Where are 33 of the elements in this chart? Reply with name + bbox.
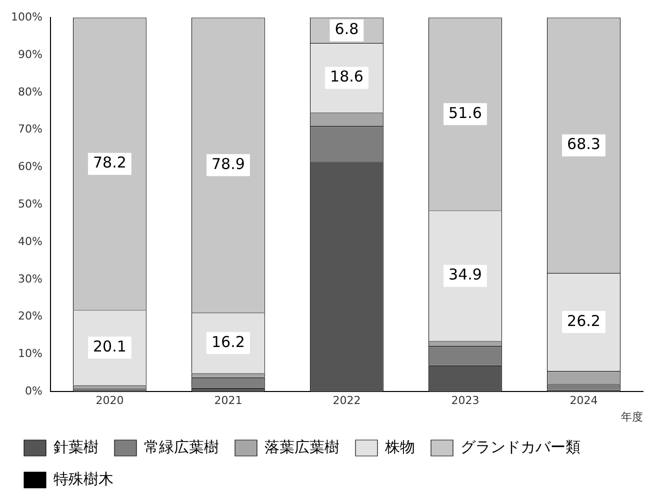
- x-tick-label: 2024: [570, 394, 598, 408]
- data-label: 78.2: [93, 154, 126, 172]
- data-label: 26.2: [567, 312, 600, 330]
- legend-label: 落葉広葉樹: [264, 438, 340, 456]
- data-label: 51.6: [448, 104, 482, 122]
- data-label: 16.2: [212, 332, 245, 351]
- data-label: 34.9: [448, 266, 482, 284]
- legend-label: 常緑広葉樹: [144, 438, 219, 456]
- data-label: 20.1: [93, 338, 126, 356]
- x-tick-label: 2021: [214, 394, 242, 408]
- data-label: 6.8: [334, 20, 359, 38]
- legend-label: グランドカバー類: [460, 438, 580, 456]
- x-tick-label: 2020: [96, 394, 124, 408]
- y-tick-label: 0%: [24, 384, 42, 398]
- x-tick-label: 2023: [451, 394, 480, 408]
- y-tick-label: 30%: [18, 272, 42, 286]
- legend-label: 特殊樹木: [54, 470, 114, 488]
- y-tick-label: 70%: [18, 122, 42, 136]
- y-tick-label: 40%: [18, 234, 42, 248]
- legend-label: 針葉樹: [54, 438, 98, 456]
- y-tick-label: 90%: [18, 48, 42, 61]
- data-label: 78.9: [212, 155, 245, 174]
- y-tick-label: 50%: [18, 197, 42, 210]
- data-label: 18.6: [330, 68, 364, 86]
- x-tick-label: 2022: [332, 394, 361, 408]
- x-axis-title: 年度: [621, 410, 643, 424]
- y-tick-label: 60%: [18, 160, 42, 174]
- y-tick-label: 100%: [10, 10, 42, 24]
- y-tick-label: 10%: [18, 347, 42, 360]
- legend-label: 株物: [384, 438, 415, 456]
- data-label: 68.3: [567, 135, 600, 154]
- y-tick-label: 20%: [18, 310, 42, 323]
- y-tick-label: 80%: [18, 85, 42, 98]
